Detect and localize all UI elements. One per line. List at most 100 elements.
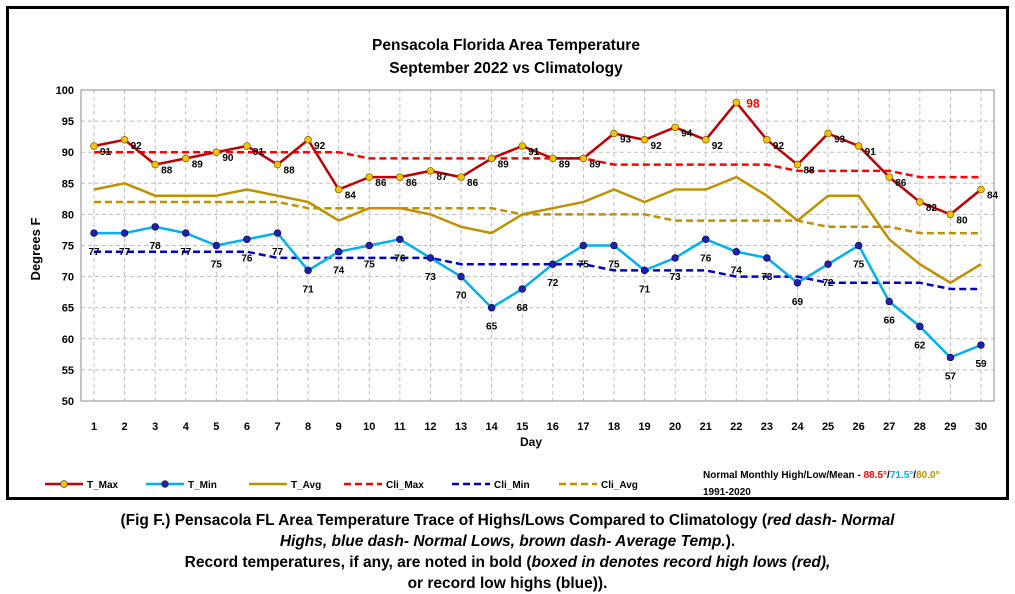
- tmax-point: [182, 154, 190, 163]
- tmax-point: [640, 136, 649, 144]
- tmin-point: [977, 341, 985, 349]
- series-line-t-min: [94, 225, 982, 359]
- tmax-point: [304, 136, 312, 144]
- normals-note-high: 88.5°: [864, 470, 887, 481]
- x-tick-label: 1: [91, 421, 97, 433]
- tmin-point: [671, 254, 679, 262]
- tmax-point: [579, 154, 588, 163]
- tmax-point: [824, 129, 832, 138]
- x-tick-label: 8: [305, 421, 311, 433]
- tmin-point: [640, 266, 649, 275]
- tmin-point: [854, 241, 863, 250]
- tmax-point: [487, 154, 496, 163]
- x-tick-label: 14: [485, 421, 498, 433]
- y-tick-label: 55: [62, 365, 74, 377]
- x-tick-label: 4: [183, 421, 190, 433]
- normals-note-sep1: /: [887, 470, 890, 481]
- x-tick-label: 29: [944, 421, 956, 433]
- tmin-data-label: 75: [211, 260, 223, 271]
- tmin-point: [212, 241, 221, 250]
- normals-note-low: 71.5°: [890, 470, 913, 481]
- tmax-point: [243, 142, 251, 150]
- y-tick-label: 50: [62, 396, 74, 408]
- series-line-cli-min: [94, 250, 981, 291]
- tmin-data-label: 74: [333, 266, 345, 277]
- tmax-point: [426, 167, 435, 175]
- x-tick-label: 7: [274, 421, 280, 433]
- tmax-data-label: 92: [773, 141, 785, 152]
- tmin-point: [487, 304, 496, 312]
- tmin-point: [151, 223, 159, 231]
- normals-note-mean: 80.0°: [916, 470, 939, 481]
- x-tick-label: 23: [761, 421, 773, 433]
- caption-text: ).: [597, 575, 608, 592]
- temperature-chart: Pensacola Florida Area Temperature Septe…: [28, 37, 999, 497]
- tmin-data-label: 75: [578, 260, 590, 271]
- caption-line-2: Highs, blue dash- Normal Lows, brown das…: [0, 531, 1015, 552]
- caption-text: or record low highs (blue): [407, 575, 598, 592]
- tmax-point: [854, 142, 863, 150]
- x-tick-label: 26: [853, 421, 865, 433]
- tmax-point: [671, 123, 679, 132]
- tmax-data-label: 86: [375, 178, 387, 189]
- y-tick-label: 85: [62, 178, 74, 190]
- tmax-data-label: 91: [253, 147, 265, 158]
- x-tick-label: 15: [516, 421, 528, 433]
- tmin-data-label: 70: [455, 291, 467, 302]
- x-tick-label: 3: [152, 421, 158, 433]
- tmin-point: [824, 260, 832, 268]
- tmin-data-label: 69: [792, 297, 804, 308]
- tmin-point: [579, 241, 588, 250]
- tmin-data-label: 73: [425, 272, 437, 283]
- tmin-point: [702, 235, 710, 243]
- tmin-point: [549, 260, 557, 268]
- legend-label: Cli_Avg: [601, 480, 638, 491]
- tmax-point: [334, 185, 343, 194]
- tmin-point: [732, 248, 741, 256]
- tmax-data-label: 86: [406, 178, 418, 189]
- x-tick-label: 2: [122, 421, 128, 433]
- y-tick-label: 65: [62, 303, 74, 315]
- y-tick-label: 75: [62, 241, 74, 253]
- tmin-data-label: 71: [303, 284, 315, 295]
- x-tick-label: 10: [363, 421, 375, 433]
- legend-label: T_Avg: [291, 480, 321, 491]
- tmax-data-label: 89: [498, 159, 510, 170]
- tmin-point: [365, 241, 373, 250]
- tmax-point: [885, 173, 893, 181]
- x-tick-label: 19: [638, 421, 650, 433]
- tmin-point: [885, 297, 893, 306]
- tmax-point: [90, 142, 98, 150]
- tmax-data-label: 88: [161, 166, 173, 177]
- tmin-data-label: 66: [884, 315, 896, 326]
- tmin-data-label: 65: [486, 322, 498, 333]
- tmax-point: [977, 185, 985, 194]
- normals-note-sep2: /: [913, 470, 916, 481]
- tmax-point: [273, 160, 282, 169]
- tmin-data-label: 75: [364, 260, 376, 271]
- tmax-point: [151, 160, 159, 169]
- tmin-point: [457, 272, 465, 281]
- tmax-data-label: 92: [712, 141, 724, 152]
- tmax-data-label: 89: [589, 159, 601, 170]
- tmax-data-label: 89: [559, 159, 571, 170]
- tmin-point: [90, 229, 98, 237]
- tmin-data-label: 75: [608, 260, 620, 271]
- legend-marker: [60, 480, 68, 488]
- tmin-point: [334, 248, 343, 256]
- series-line-cli-avg: [94, 200, 981, 235]
- caption-line-4: or record low highs (blue)).: [0, 573, 1015, 594]
- series-line-t-avg: [93, 175, 982, 285]
- x-axis-label: Day: [520, 435, 542, 449]
- x-tick-label: 11: [394, 421, 406, 433]
- legend: T_Max T_Min T_Avg Cli_Max Cli_Min Cli_Avg: [45, 480, 638, 491]
- normals-note: Normal Monthly High/Low/Mean - 88.5°/71.…: [703, 470, 940, 481]
- x-tick-label: 30: [975, 421, 987, 433]
- y-tick-label: 100: [56, 85, 74, 97]
- y-axis-label: Degrees F: [28, 218, 43, 281]
- tmin-data-label: 76: [241, 253, 253, 264]
- tmax-data-label: 88: [803, 166, 815, 177]
- tmax-point: [518, 142, 526, 150]
- tmin-point: [916, 322, 924, 331]
- tmin-data-label: 74: [731, 266, 743, 277]
